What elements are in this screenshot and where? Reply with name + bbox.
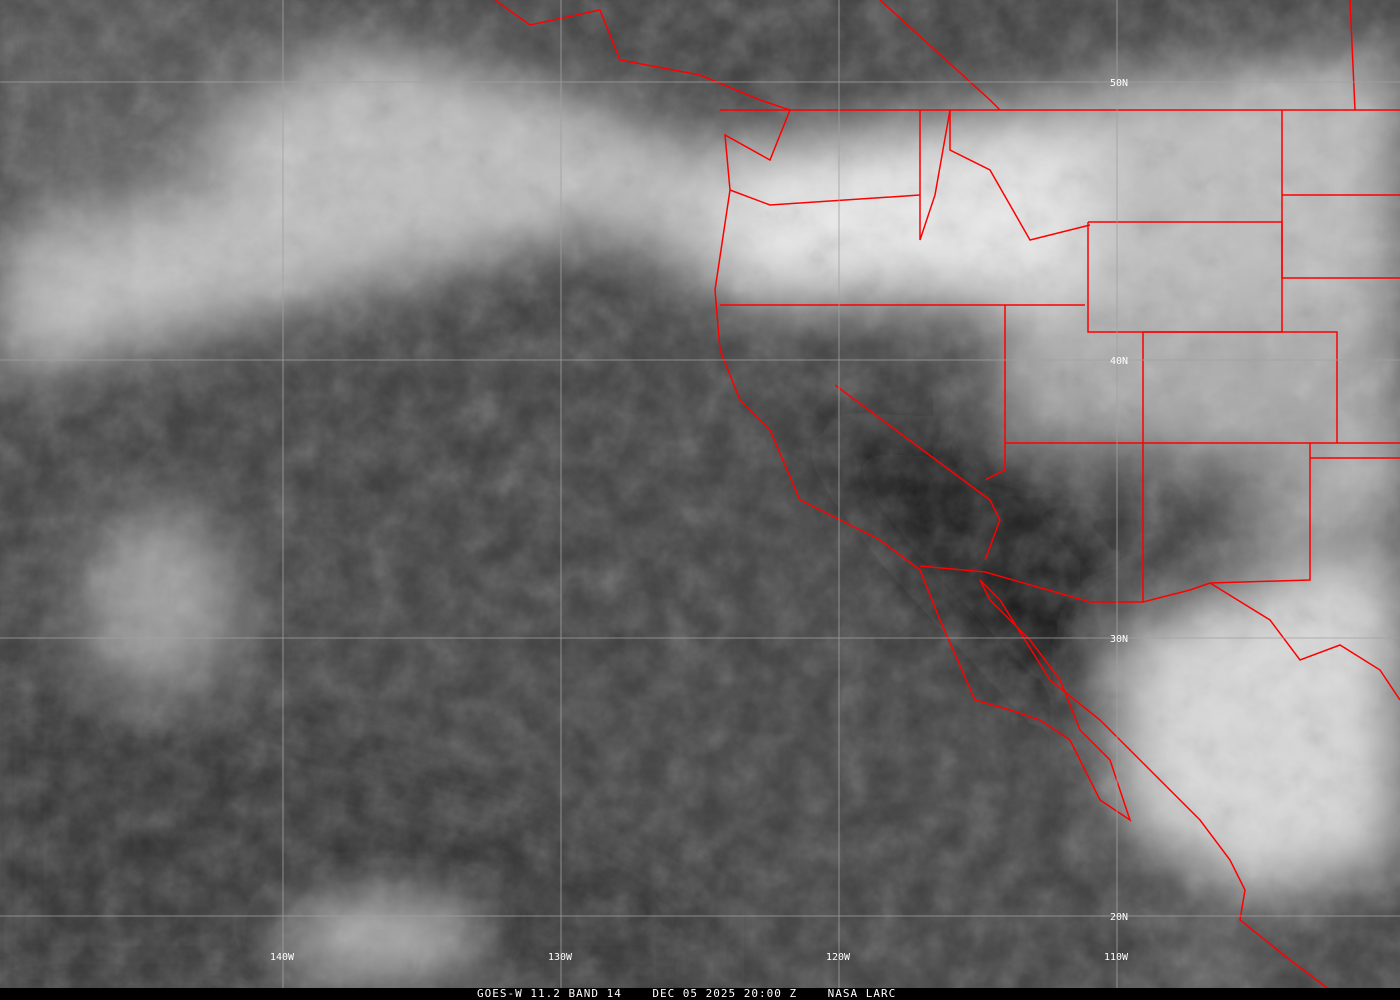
ca-nv (834, 384, 1001, 561)
lon-label-140w: 140W (270, 952, 295, 963)
mexico-interior (1209, 582, 1400, 701)
lat-label-30n: 30N (1110, 634, 1128, 645)
coastline-west (494, 0, 1331, 991)
wy-ne (1281, 110, 1400, 279)
canada-interior-2 (1349, 0, 1356, 111)
canada-interior (879, 0, 1001, 111)
lat-label-20n: 20N (1110, 912, 1128, 923)
image-caption: GOES-W 11.2 BAND 14 DEC 05 2025 20:00 Z … (477, 987, 897, 1000)
lat-label-40n: 40N (1110, 356, 1128, 367)
tx-border (919, 443, 1311, 603)
idaho-montana (949, 110, 1091, 241)
idaho-border (919, 109, 951, 241)
co-ks (1143, 331, 1338, 443)
wa-or-border (729, 189, 921, 206)
lon-label-120w: 120W (826, 952, 851, 963)
lon-label-110w: 110W (1104, 952, 1129, 963)
lat-label-50n: 50N (1110, 78, 1128, 89)
grid-labels: 50N 40N 30N 20N 140W 130W 120W 110W (270, 78, 1129, 963)
caption-bar: GOES-W 11.2 BAND 14 DEC 05 2025 20:00 Z … (0, 987, 1400, 1000)
lon-label-130w: 130W (548, 952, 573, 963)
